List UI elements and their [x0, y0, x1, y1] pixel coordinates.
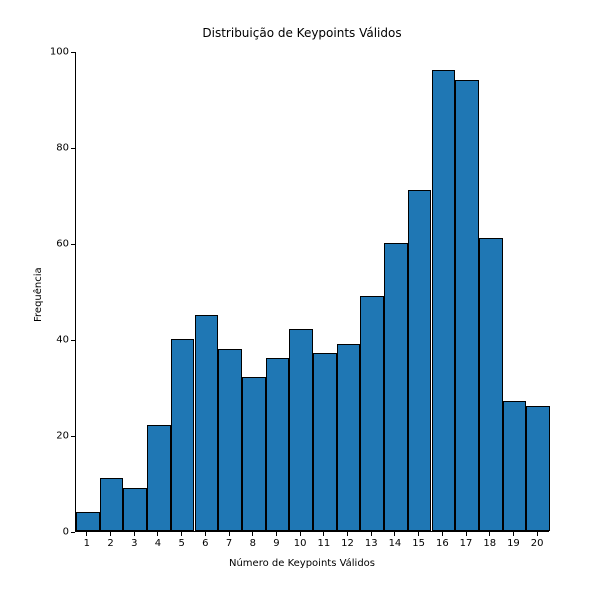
x-tick-mark [252, 532, 253, 536]
histogram-bar [123, 488, 147, 531]
histogram-bar [337, 344, 361, 531]
histogram-bar [147, 425, 171, 531]
x-tick-label: 14 [389, 538, 402, 549]
x-tick-mark [276, 532, 277, 536]
x-tick-label: 1 [84, 538, 90, 549]
x-tick-label: 13 [365, 538, 378, 549]
histogram-bar [171, 339, 195, 531]
x-tick-label: 15 [412, 538, 425, 549]
y-tick-mark [71, 244, 75, 245]
y-tick-label: 0 [45, 527, 69, 538]
y-axis-label: Frequência [33, 267, 44, 322]
y-tick-label: 100 [45, 47, 69, 58]
chart-axes [75, 52, 549, 532]
x-tick-label: 9 [273, 538, 279, 549]
histogram-bar [408, 190, 432, 531]
histogram-bar [195, 315, 219, 531]
histogram-bar [503, 401, 527, 531]
x-tick-mark [300, 532, 301, 536]
x-tick-label: 18 [483, 538, 496, 549]
x-tick-mark [205, 532, 206, 536]
histogram-bar [100, 478, 124, 531]
chart-title: Distribuição de Keypoints Válidos [0, 26, 604, 40]
x-tick-label: 8 [250, 538, 256, 549]
y-tick-mark [71, 148, 75, 149]
x-tick-label: 2 [107, 538, 113, 549]
y-tick-mark [71, 532, 75, 533]
x-tick-mark [394, 532, 395, 536]
histogram-bar [266, 358, 290, 531]
x-tick-mark [134, 532, 135, 536]
x-tick-mark [229, 532, 230, 536]
x-tick-label: 3 [131, 538, 137, 549]
x-tick-mark [181, 532, 182, 536]
histogram-bar [432, 70, 456, 531]
x-tick-label: 4 [155, 538, 161, 549]
x-tick-mark [110, 532, 111, 536]
y-tick-mark [71, 52, 75, 53]
histogram-bar [242, 377, 266, 531]
x-tick-mark [418, 532, 419, 536]
histogram-bar [313, 353, 337, 531]
y-tick-label: 60 [45, 239, 69, 250]
y-tick-label: 40 [45, 335, 69, 346]
x-tick-label: 10 [294, 538, 307, 549]
x-tick-mark [513, 532, 514, 536]
x-tick-label: 5 [178, 538, 184, 549]
histogram-bar [455, 80, 479, 531]
histogram-bar [76, 512, 100, 531]
x-tick-mark [466, 532, 467, 536]
x-tick-label: 6 [202, 538, 208, 549]
x-tick-mark [347, 532, 348, 536]
histogram-bar [289, 329, 313, 531]
y-tick-mark [71, 340, 75, 341]
x-tick-label: 11 [317, 538, 330, 549]
histogram-bar [384, 243, 408, 531]
histogram-bar [526, 406, 550, 531]
x-tick-mark [371, 532, 372, 536]
x-tick-label: 16 [436, 538, 449, 549]
x-tick-label: 17 [460, 538, 473, 549]
y-tick-mark [71, 436, 75, 437]
x-tick-mark [442, 532, 443, 536]
x-tick-mark [323, 532, 324, 536]
y-tick-label: 20 [45, 431, 69, 442]
histogram-bar [479, 238, 503, 531]
x-tick-mark [157, 532, 158, 536]
x-tick-mark [489, 532, 490, 536]
x-tick-mark [537, 532, 538, 536]
x-tick-label: 19 [507, 538, 520, 549]
x-tick-mark [86, 532, 87, 536]
histogram-bar [218, 349, 242, 531]
x-axis-label: Número de Keypoints Válidos [0, 558, 604, 569]
figure: Distribuição de Keypoints Válidos Número… [0, 0, 604, 611]
x-tick-label: 20 [531, 538, 544, 549]
y-tick-label: 80 [45, 143, 69, 154]
histogram-bar [360, 296, 384, 531]
x-tick-label: 7 [226, 538, 232, 549]
x-tick-label: 12 [341, 538, 354, 549]
